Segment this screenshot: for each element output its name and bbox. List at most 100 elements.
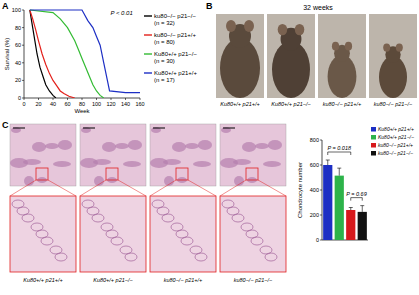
photo [369, 14, 417, 98]
x-tick-label: 100 [92, 101, 101, 107]
legend-label: Ku80+/+ p21−/− [378, 134, 414, 140]
caption: 32 weeks [303, 4, 333, 11]
cell [251, 237, 263, 245]
y-tick [22, 27, 24, 28]
zoom-box [176, 168, 188, 180]
cell [22, 214, 34, 222]
y-tick-label: 100 [12, 7, 21, 13]
p-value: P < 0.01 [110, 10, 132, 16]
survival-chart: 020406080100020406080100120140160WeekSur… [4, 7, 198, 114]
x-tick-label: 120 [106, 101, 115, 107]
cell [232, 214, 244, 222]
mouse-ear [278, 24, 288, 35]
p-value: P = 0.69 [346, 191, 366, 197]
x-axis-label: Week [74, 108, 90, 114]
bar [358, 212, 367, 240]
tissue [255, 143, 269, 149]
bar [346, 210, 355, 240]
legend: Ku80+/+ p21+/+ Ku80+/+ p21−/− ku80−/− p21+… [371, 126, 414, 156]
x-tick-label: 0 [22, 101, 25, 107]
mouse-photos: 32 weeksKu80+/+ p21+/+Ku80+/+ p21−/−ku80… [216, 4, 417, 107]
zoom-image [150, 196, 216, 272]
histology-image [10, 124, 76, 186]
y-tick-label: 200 [310, 212, 319, 218]
bar-chart: 0200400600800Chondrocyte numberP = 0.018… [297, 126, 414, 243]
y-tick [320, 165, 322, 166]
tissue [45, 143, 59, 149]
scale-bar [13, 128, 25, 129]
bar [335, 176, 344, 240]
cell [125, 253, 137, 261]
legend: ku80−/− p21−/−(n = 32)ku80−/− p21+/+(n =… [144, 13, 198, 83]
image-label: Ku80+/+ p21+/+ [23, 277, 63, 283]
legend-swatch [371, 143, 376, 148]
y-tick [22, 10, 24, 11]
legend-n: (n = 17) [154, 77, 175, 83]
x-tick [38, 98, 39, 100]
tissue [242, 142, 256, 152]
y-tick-label: 600 [310, 162, 319, 168]
x-tick-label: 80 [79, 101, 85, 107]
bracket [351, 198, 363, 201]
legend-label: Ku80+/+ p21+/+ [378, 126, 414, 132]
x-tick-label: 20 [35, 101, 41, 107]
scale-bar [223, 128, 235, 129]
photo [216, 14, 264, 98]
y-tick-label: 80 [15, 25, 21, 31]
y-tick [320, 140, 322, 141]
legend-swatch [144, 72, 152, 73]
y-tick [22, 62, 24, 63]
tissue [102, 142, 116, 152]
image-label: Ku80+/+ p21−/− [93, 277, 133, 283]
lines [30, 10, 140, 98]
legend-label: ku80−/− p21+/+ [154, 32, 197, 38]
error-bar [326, 160, 330, 165]
survival-line [30, 10, 140, 93]
y-tick-label: 800 [310, 137, 319, 143]
zoom-line [80, 180, 106, 196]
x-tick [67, 98, 68, 100]
y-axis [24, 10, 25, 98]
error-bar [349, 208, 353, 211]
image-label: ku80−/− p21−/− [234, 277, 273, 283]
figure: ABC020406080100020406080100120140160Week… [0, 0, 419, 295]
y-tick [320, 240, 322, 241]
tissue [32, 142, 46, 152]
tissue [198, 140, 212, 150]
legend-n: (n = 30) [154, 58, 175, 64]
y-tick-label: 0 [316, 237, 319, 243]
x-tick-label: 40 [50, 101, 56, 107]
legend-label: ku80−/− p21+/+ [378, 142, 413, 148]
survival-line [30, 10, 104, 98]
histology: Ku80+/+ p21+/+ Ku80+/+ p21−/− ku80−/− p21+… [10, 124, 286, 283]
mouse-ear [332, 42, 339, 51]
legend-n: (n = 32) [154, 20, 175, 26]
x-tick [125, 98, 126, 100]
panel-label: B [206, 1, 213, 11]
cell [195, 253, 207, 261]
y-tick [320, 215, 322, 216]
y-axis-label: Survival (%) [4, 38, 10, 70]
mouse-ear [345, 42, 352, 51]
x-tick-label: 160 [135, 101, 144, 107]
zoom-line [150, 180, 176, 196]
legend-swatch [144, 53, 152, 54]
x-tick [111, 98, 112, 100]
zoom-line [220, 180, 246, 196]
zoom-box [36, 168, 48, 180]
image-label: ku80−/− p21+/+ [164, 277, 203, 283]
y-tick-label: 0 [18, 95, 21, 101]
tissue [233, 159, 251, 165]
x-tick [24, 98, 25, 100]
histology-image [80, 124, 146, 186]
x-tick [82, 98, 83, 100]
zoom-image [220, 196, 286, 272]
zoom-line [10, 180, 36, 196]
tissue [128, 140, 142, 150]
panel-label: A [2, 1, 9, 11]
legend-swatch [371, 151, 376, 156]
x-tick-label: 60 [64, 101, 70, 107]
photo-label: Ku80+/+ p21−/− [271, 101, 311, 107]
scale-bar [153, 128, 165, 129]
cell [265, 253, 277, 261]
